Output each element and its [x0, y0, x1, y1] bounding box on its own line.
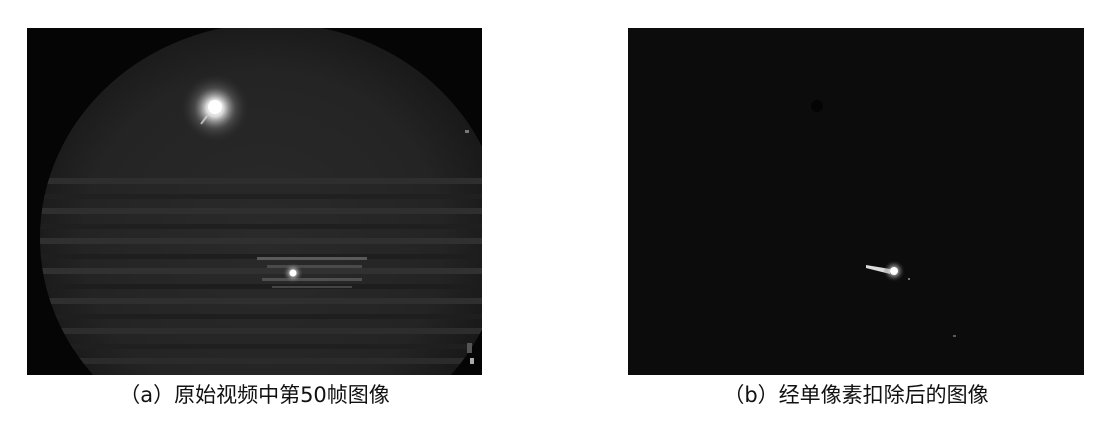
subtracted-frame-image: [628, 28, 1084, 375]
subtracted-frame-svg: [628, 28, 1084, 375]
caption-panel-b: （b）经单像素扣除后的图像: [723, 383, 989, 407]
meteor-point: [289, 269, 297, 277]
moon-core: [208, 100, 222, 114]
moon-residual-spot: [811, 100, 823, 112]
scan-banding: [40, 178, 482, 364]
raw-frame-svg: [27, 28, 482, 375]
meteor-head: [890, 267, 898, 275]
caption-panel-a: （a）原始视频中第50帧图像: [119, 383, 390, 407]
raw-frame-image: [27, 28, 482, 375]
